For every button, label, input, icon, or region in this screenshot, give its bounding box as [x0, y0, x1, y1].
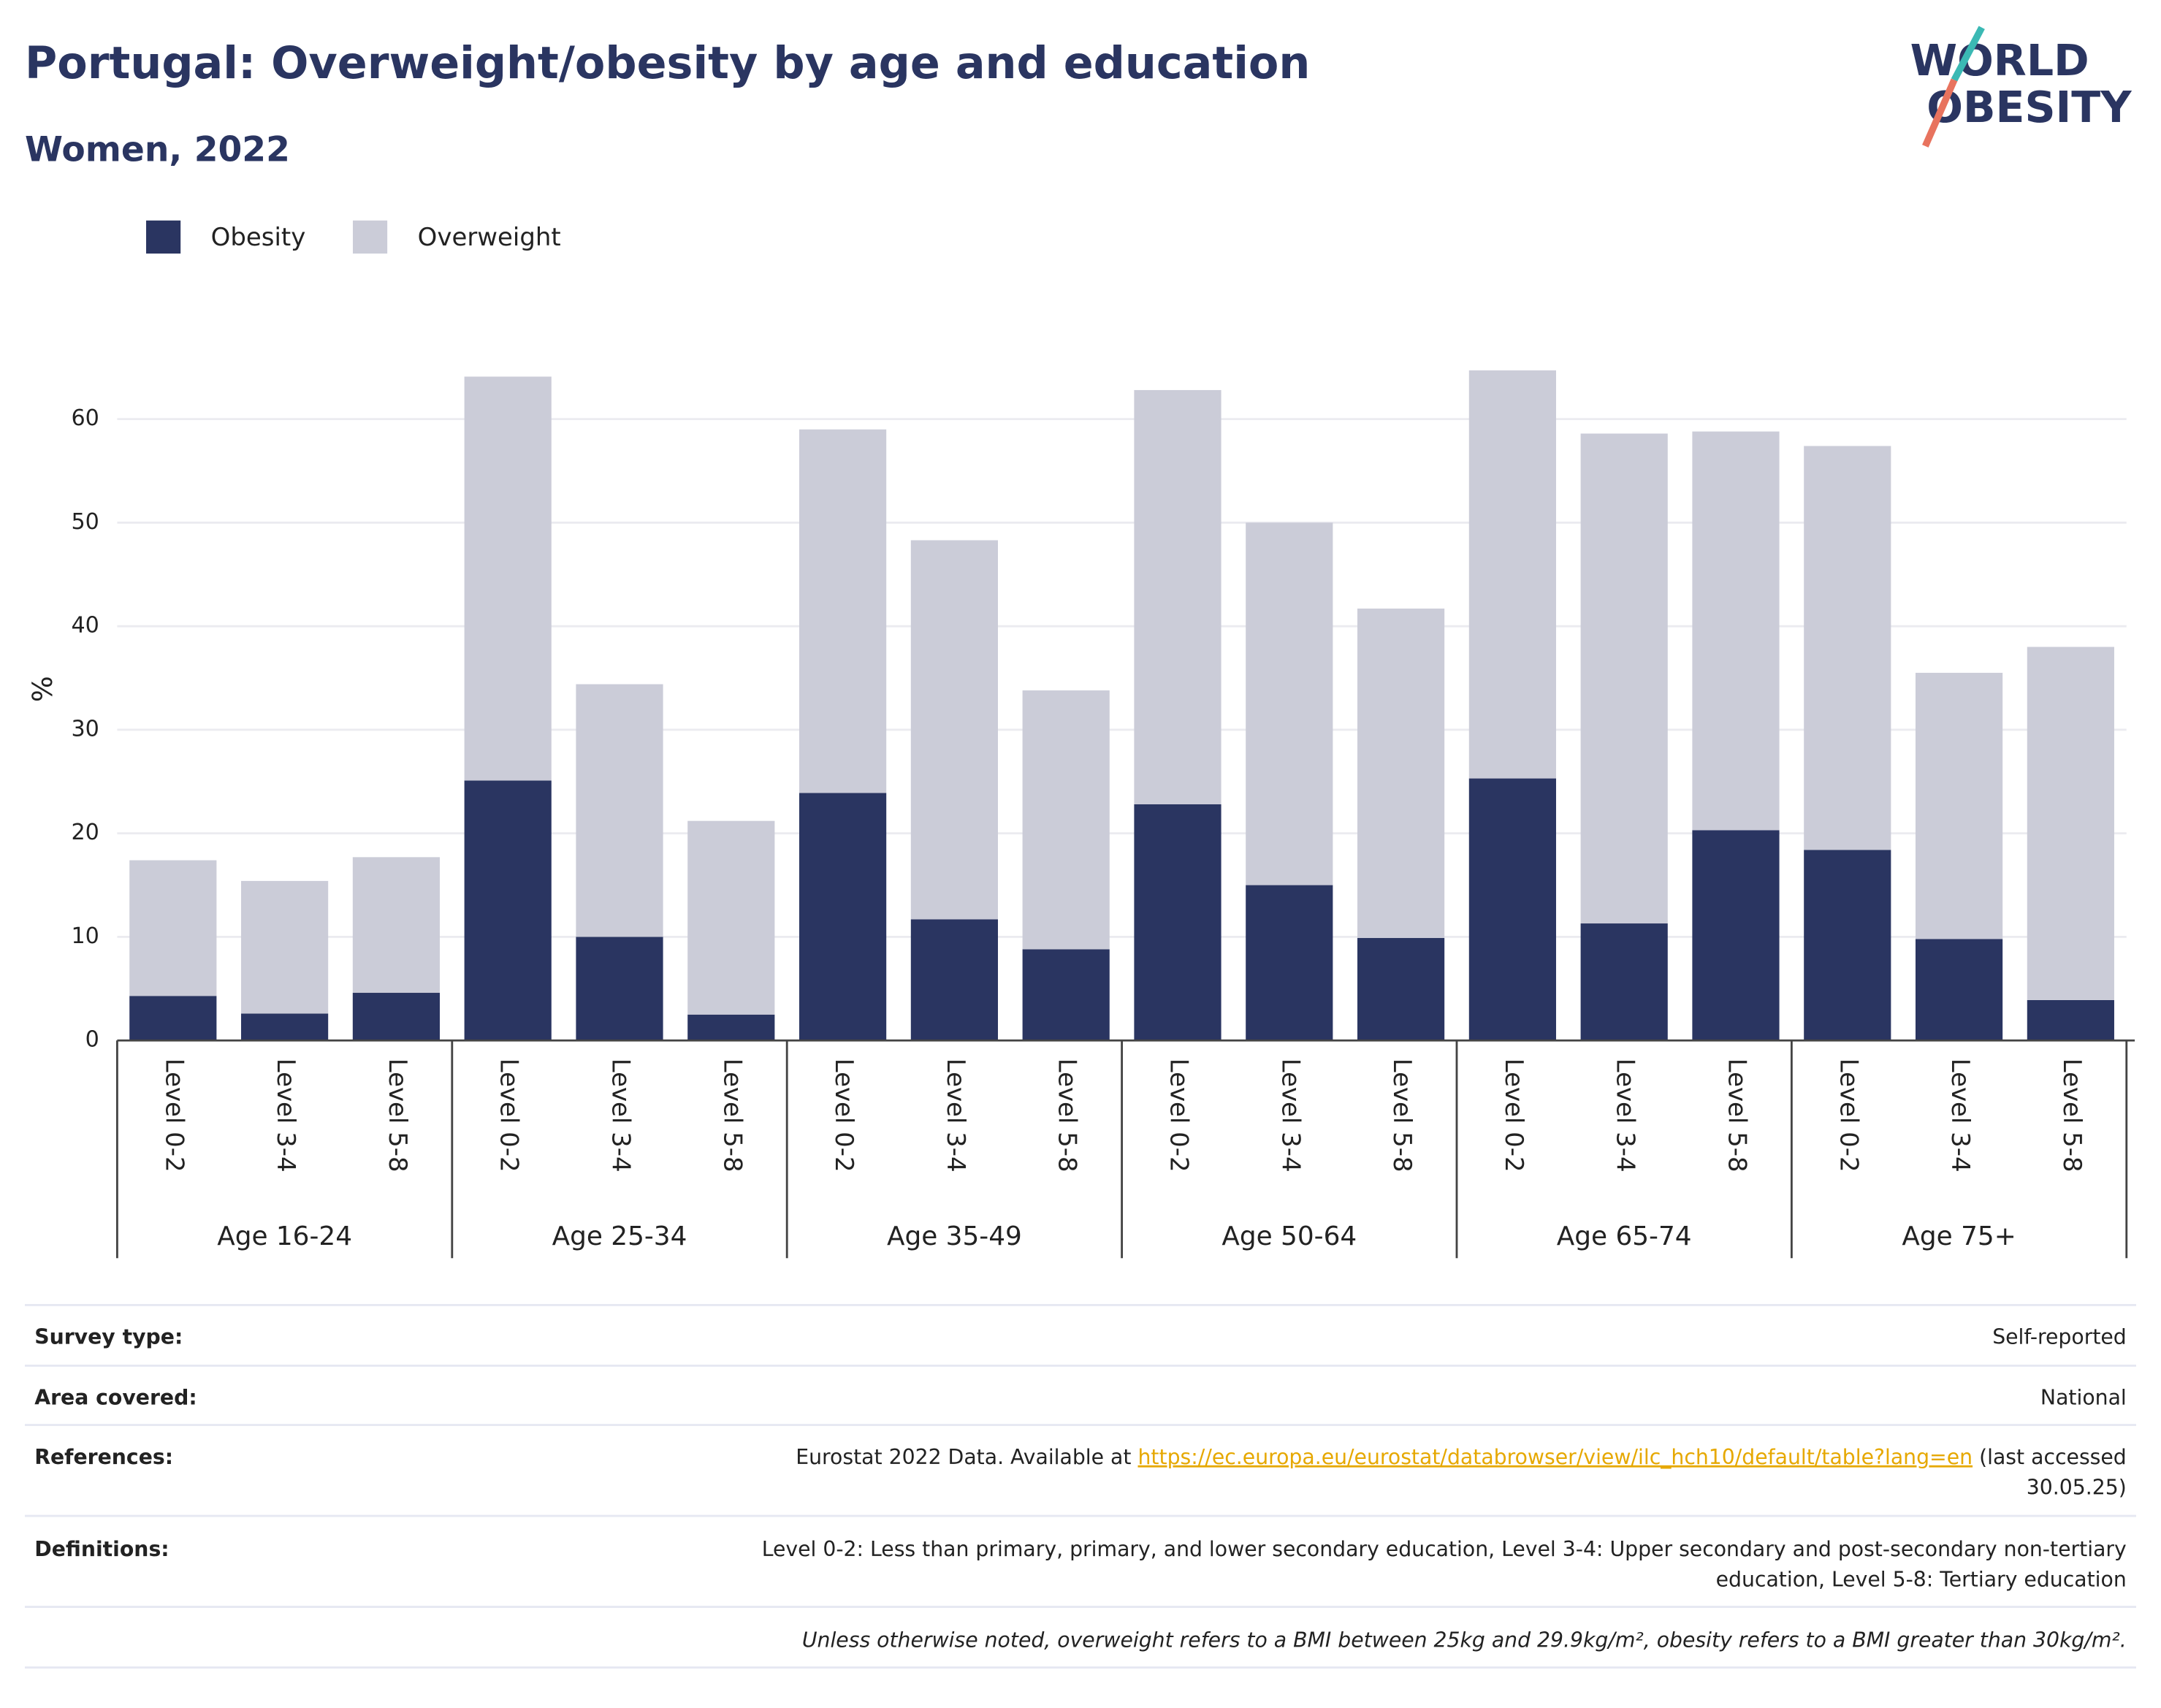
bar: [1357, 937, 1445, 1041]
bar: [1692, 830, 1780, 1041]
footer-text: Self-reported: [1992, 1325, 2127, 1349]
bar: [576, 937, 663, 1041]
bar: [129, 996, 217, 1041]
y-axis-label: %: [26, 676, 58, 702]
x-tick-label: Level 5-8: [1722, 1059, 1751, 1173]
x-tick-label: Level 0-2: [495, 1059, 524, 1173]
bar: [2027, 647, 2114, 1000]
logo-slash: [1951, 26, 1985, 82]
footer-value: Self-reported: [1992, 1325, 2127, 1349]
group-label: Age 50-64: [1221, 1221, 1357, 1251]
footer-value: 30.05.25): [2027, 1475, 2127, 1499]
bar: [464, 780, 552, 1041]
y-tick-label: 40: [71, 613, 99, 638]
chart-subtitle: Women, 2022: [25, 130, 290, 170]
legend-label: Overweight: [418, 223, 561, 252]
bar: [129, 860, 217, 996]
reference-link[interactable]: https://ec.europa.eu/eurostat/databrowse…: [1137, 1445, 1973, 1469]
bar: [241, 880, 329, 1014]
bar: [1915, 672, 2003, 939]
footer-value: Eurostat 2022 Data. Available at https:/…: [796, 1445, 2127, 1469]
legend-label: Obesity: [211, 223, 306, 252]
bar: [1468, 778, 1556, 1041]
bar: [1468, 370, 1556, 779]
bar: [1915, 939, 2003, 1041]
bar: [352, 857, 440, 994]
bar: [1580, 923, 1668, 1041]
x-tick-label: Level 5-8: [1053, 1059, 1082, 1173]
footer-value: education, Level 5-8: Tertiary education: [1716, 1568, 2127, 1592]
bar: [1134, 804, 1221, 1041]
bar: [241, 1013, 329, 1041]
footer-label: Area covered:: [34, 1386, 197, 1410]
y-tick-label: 60: [71, 405, 99, 431]
bar: [1580, 433, 1668, 924]
footer-text: National: [2040, 1386, 2127, 1410]
y-tick-label: 50: [71, 509, 99, 535]
y-tick-label: 30: [71, 716, 99, 741]
logo: WORLD OBESITY: [1910, 26, 2132, 148]
group-label: Age 75+: [1902, 1221, 2016, 1251]
bar: [910, 540, 998, 920]
bar: [687, 1014, 775, 1041]
x-tick-label: Level 3-4: [271, 1059, 300, 1173]
x-tick-label: Level 0-2: [1834, 1059, 1863, 1173]
x-tick-label: Level 3-4: [1611, 1059, 1640, 1173]
bar: [1804, 446, 1891, 850]
bar: [799, 429, 887, 793]
bar: [1246, 885, 1333, 1041]
bar: [576, 684, 663, 937]
group-label: Age 25-34: [552, 1221, 687, 1251]
x-tick-label: Level 3-4: [606, 1059, 636, 1173]
x-tick-label: Level 3-4: [1945, 1059, 1975, 1173]
x-tick-label: Level 5-8: [1387, 1059, 1417, 1173]
bar: [464, 376, 552, 781]
footer-note: Unless otherwise noted, overweight refer…: [802, 1628, 2127, 1652]
chart-title: Portugal: Overweight/obesity by age and …: [25, 38, 1310, 89]
x-tick-label: Level 5-8: [717, 1059, 747, 1173]
logo-text: OBESITY: [1926, 83, 2132, 132]
footer-label: Survey type:: [34, 1325, 183, 1349]
bar: [2027, 999, 2114, 1041]
x-tick-label: Level 0-2: [829, 1059, 858, 1173]
logo-text: WORLD: [1910, 36, 2089, 85]
footer-text: 30.05.25): [2027, 1475, 2127, 1499]
bar: [1246, 522, 1333, 885]
x-tick-label: Level 5-8: [2057, 1059, 2086, 1173]
footer-text: Level 0-2: Less than primary, primary, a…: [762, 1537, 2127, 1561]
bar: [799, 793, 887, 1041]
footer-value: National: [2040, 1386, 2127, 1410]
logo-slash: [1922, 78, 1958, 148]
footer-text: (last accessed: [1979, 1445, 2127, 1469]
y-tick-label: 0: [85, 1027, 99, 1053]
footer-label: Definitions:: [34, 1537, 169, 1561]
bar: [1134, 389, 1221, 805]
bar: [1692, 431, 1780, 831]
footer-label: References:: [34, 1445, 173, 1469]
legend-swatch: [146, 220, 181, 254]
footer-text: education, Level 5-8: Tertiary education: [1716, 1568, 2127, 1592]
x-tick-label: Level 5-8: [383, 1059, 412, 1173]
x-tick-label: Level 0-2: [159, 1059, 188, 1173]
bar: [1022, 949, 1110, 1041]
x-tick-label: Level 0-2: [1499, 1059, 1528, 1173]
group-label: Age 35-49: [887, 1221, 1022, 1251]
x-tick-label: Level 3-4: [941, 1059, 970, 1173]
bar: [687, 820, 775, 1015]
bar: [910, 919, 998, 1041]
y-tick-label: 20: [71, 820, 99, 845]
bar: [1022, 690, 1110, 950]
y-tick-label: 10: [71, 923, 99, 949]
footer-text: Eurostat 2022 Data. Available at: [796, 1445, 1131, 1469]
footer-value: Level 0-2: Less than primary, primary, a…: [762, 1537, 2127, 1561]
bar: [1804, 850, 1891, 1041]
bar: [1357, 609, 1445, 938]
x-tick-label: Level 3-4: [1276, 1059, 1305, 1173]
legend-swatch: [352, 220, 388, 254]
x-tick-label: Level 0-2: [1164, 1059, 1193, 1173]
group-label: Age 65-74: [1557, 1221, 1692, 1251]
bar: [352, 993, 440, 1041]
group-label: Age 16-24: [217, 1221, 352, 1251]
